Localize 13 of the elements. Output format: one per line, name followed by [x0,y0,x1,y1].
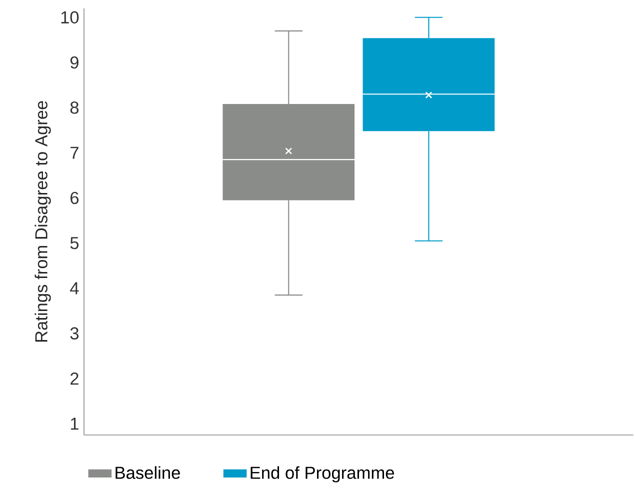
y-tick-label: 4 [70,282,79,294]
y-tick-label: 8 [70,102,79,114]
legend-label: End of Programme [250,466,394,482]
y-axis-title: Ratings from Disagree to Agree [34,101,51,342]
y-tick-label: 9 [70,56,78,69]
legend-label: Baseline [116,466,180,479]
y-tick-label: 6 [70,192,79,204]
y-tick-label: 7 [70,146,78,159]
y-tick-label: 2 [70,372,78,385]
y-tick-label: 5 [70,237,79,250]
y-tick-label: 10 [61,11,79,24]
y-tick-label: 1 [70,418,78,430]
y-tick-label: 3 [70,327,79,340]
